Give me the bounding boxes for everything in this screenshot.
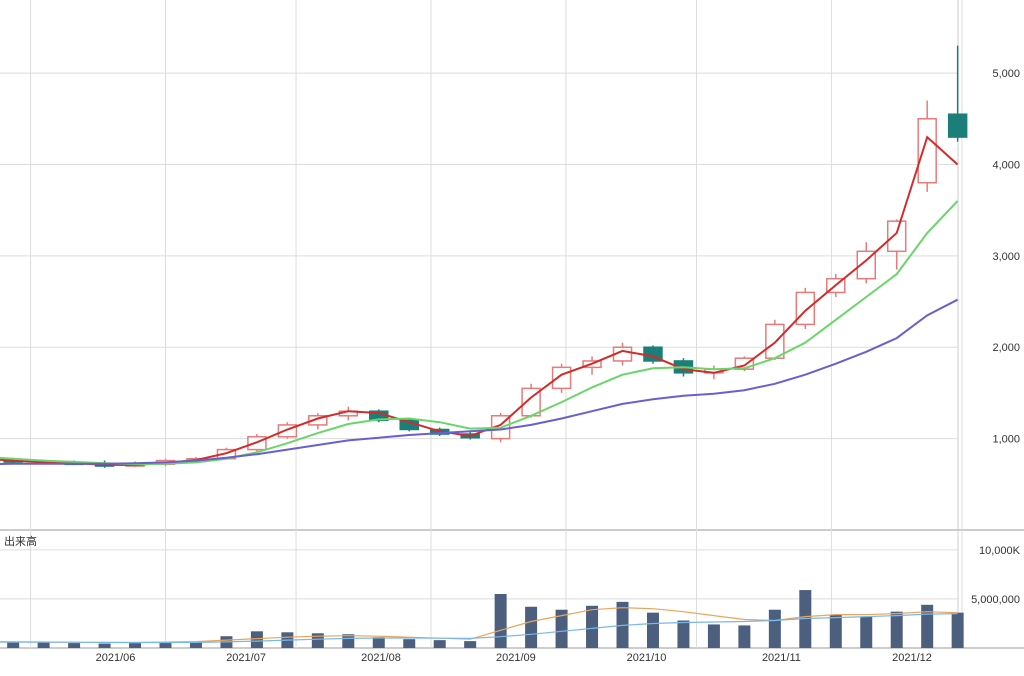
volume-bar [708,624,720,648]
month-tick-label: 2021/11 [762,652,801,664]
candle-body [553,367,571,388]
month-tick-label: 2021/07 [226,652,266,664]
price-tick-label: 4,000 [992,159,1020,171]
month-tick-label: 2021/06 [96,652,136,664]
price-plot [0,46,967,468]
volume-bar [860,617,872,648]
volume-bar [586,606,598,648]
volume-bar [464,641,476,648]
volume-bar [373,637,385,648]
volume-bar [677,621,689,648]
candle-body [888,221,906,251]
volume-bar [99,644,111,648]
volume-bar [38,642,50,648]
candle-body [949,114,967,137]
price-tick-label: 3,000 [992,251,1020,263]
month-tick-label: 2021/08 [361,652,401,664]
volume-tick-label: 5,000,000 [971,594,1020,606]
month-tick-label: 2021/12 [892,652,932,664]
volume-tick-label: 10,000K [979,545,1021,557]
price-tick-label: 2,000 [992,342,1020,354]
ma-mid-line [0,201,958,464]
volume-bar [952,613,964,648]
volume-bar [495,594,507,648]
axis-layer: 出来高 1,000 2,000 3,000 4,000 5,000 5,000,000 10… [0,68,1021,664]
volume-bar [68,643,80,648]
volume-ma-b-line [0,614,958,643]
volume-bar [830,615,842,648]
volume-bar [434,640,446,648]
grid-layer [0,0,1024,648]
volume-bar [312,633,324,648]
month-tick-label: 2021/10 [627,652,667,664]
volume-bar [769,610,781,648]
volume-bar [647,613,659,648]
volume-bar [129,643,141,648]
candle-body [796,292,814,324]
price-tick-label: 1,000 [992,434,1020,446]
volume-bar [403,639,415,648]
month-tick-label: 2021/09 [496,652,536,664]
price-tick-label: 5,000 [992,68,1020,80]
volume-bar [891,612,903,648]
volume-ma-a-line [0,608,958,643]
volume-panel-label: 出来高 [4,534,37,548]
volume-bar [738,625,750,648]
volume-bar [251,631,263,648]
candle-body [918,119,936,183]
volume-bar [525,607,537,648]
